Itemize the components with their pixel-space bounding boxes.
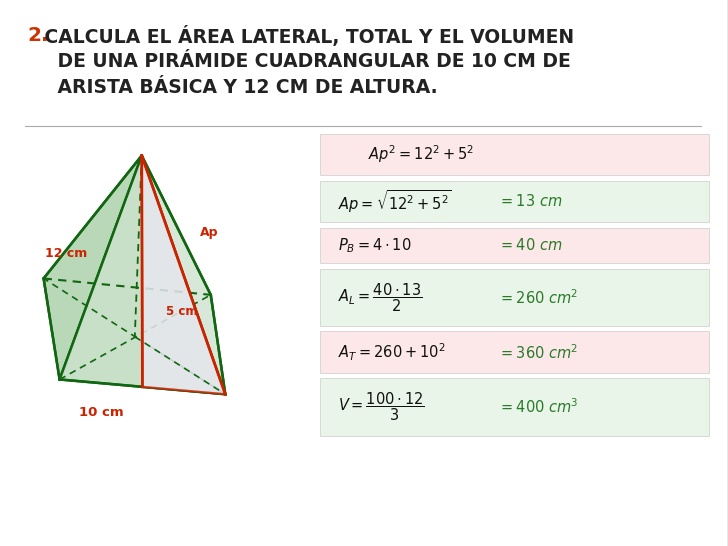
Text: $Ap^2 = 12^2 + 5^2$: $Ap^2 = 12^2 + 5^2$ xyxy=(368,144,475,165)
Bar xyxy=(320,378,708,436)
Bar xyxy=(320,134,708,175)
Polygon shape xyxy=(60,156,225,394)
Bar xyxy=(320,269,708,326)
Text: $= 260$ cm$^2$: $= 260$ cm$^2$ xyxy=(498,288,578,307)
Text: $Ap = \sqrt{12^2 + 5^2}$: $Ap = \sqrt{12^2 + 5^2}$ xyxy=(338,188,452,215)
Text: $V = \dfrac{100 \cdot 12}{3}$: $V = \dfrac{100 \cdot 12}{3}$ xyxy=(338,391,424,423)
Polygon shape xyxy=(142,156,225,394)
Bar xyxy=(320,181,708,222)
Bar xyxy=(320,331,708,373)
Text: $A_T = 260 + 10^2$: $A_T = 260 + 10^2$ xyxy=(338,341,446,363)
Text: $= 400$ cm$^3$: $= 400$ cm$^3$ xyxy=(498,397,579,417)
Text: DE UNA PIRÁMIDE CUADRANGULAR DE 10 CM DE: DE UNA PIRÁMIDE CUADRANGULAR DE 10 CM DE xyxy=(38,52,571,71)
Text: $= 360$ cm$^2$: $= 360$ cm$^2$ xyxy=(498,343,578,361)
Text: $A_L = \dfrac{40 \cdot 13}{2}$: $A_L = \dfrac{40 \cdot 13}{2}$ xyxy=(338,281,422,313)
Text: Ap: Ap xyxy=(200,225,218,239)
Text: ARISTA BÁSICA Y 12 CM DE ALTURA.: ARISTA BÁSICA Y 12 CM DE ALTURA. xyxy=(38,78,438,97)
Text: 10 cm: 10 cm xyxy=(79,406,124,419)
Text: $P_B = 4 \cdot 10$: $P_B = 4 \cdot 10$ xyxy=(338,236,411,255)
Polygon shape xyxy=(142,156,225,394)
Text: 5 cm: 5 cm xyxy=(166,305,197,318)
Text: CALCULA EL ÁREA LATERAL, TOTAL Y EL VOLUMEN: CALCULA EL ÁREA LATERAL, TOTAL Y EL VOLU… xyxy=(38,26,574,47)
Text: 12 cm: 12 cm xyxy=(45,247,87,260)
Text: 2.: 2. xyxy=(28,26,49,45)
Text: $= 40$ cm: $= 40$ cm xyxy=(498,238,562,253)
Text: $= 13$ cm: $= 13$ cm xyxy=(498,193,562,210)
Polygon shape xyxy=(44,156,142,379)
Bar xyxy=(320,228,708,263)
